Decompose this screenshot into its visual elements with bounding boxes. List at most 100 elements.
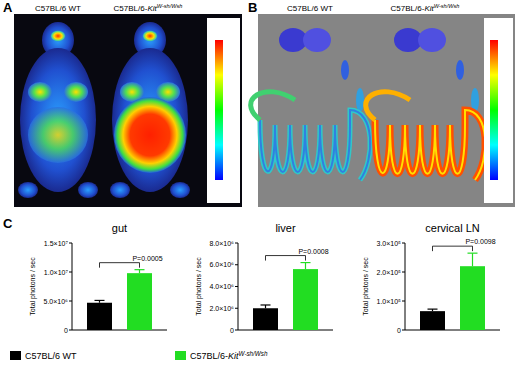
gut xyxy=(260,110,370,180)
text-part: C57BL/6- xyxy=(114,4,148,13)
tick xyxy=(69,301,72,302)
axis-label: Total photons / sec xyxy=(362,257,370,316)
signal-spot xyxy=(114,97,186,173)
chart-title: liver xyxy=(275,222,296,234)
image-panel-a: C57BL/6 WT C57BL/6-KitW-sh/Wsh xyxy=(14,3,242,207)
legend-label: C57BL/6-KitW-sh/Wsh xyxy=(190,350,268,361)
colorbar-box xyxy=(207,18,240,203)
plot-area xyxy=(87,270,152,330)
tick xyxy=(402,301,405,302)
tick-label: 1.0×10⁷ xyxy=(44,269,69,276)
legend: C57BL/6 WT C57BL/6-KitW-sh/Wsh xyxy=(10,350,268,361)
tick xyxy=(69,272,72,273)
error-cap xyxy=(95,300,105,301)
image-caption: C57BL/6 WT xyxy=(35,4,81,13)
image-background xyxy=(14,14,242,207)
error-bar xyxy=(135,270,145,273)
chart-title: gut xyxy=(112,222,127,234)
axis-label: Total photons / sec xyxy=(29,257,37,316)
panel-label: A xyxy=(3,0,13,15)
tick xyxy=(402,243,405,244)
tick xyxy=(235,286,238,287)
gut-core xyxy=(375,110,485,180)
tick-label: 8.0×10⁶ xyxy=(210,240,235,247)
error-bar xyxy=(261,305,271,308)
panel-label: B xyxy=(248,0,257,15)
tick-label: 0 xyxy=(64,327,68,334)
text-part: W-sh/Wsh xyxy=(434,3,460,9)
bar xyxy=(127,273,152,330)
significance-bracket xyxy=(100,263,140,268)
mouse-paw xyxy=(170,182,190,198)
tick-label: 6.0×10⁶ xyxy=(210,261,235,268)
tick-label: 3.0×10⁵ xyxy=(376,240,401,247)
plot-area xyxy=(420,253,485,330)
tick-label: 0 xyxy=(397,327,401,334)
image-caption: C57BL/6 WT xyxy=(287,4,333,13)
organ xyxy=(303,28,331,52)
gut xyxy=(251,92,295,120)
image-caption: C57BL/6-KitW-sh/Wsh xyxy=(114,3,183,13)
tick xyxy=(235,308,238,309)
colorbar-box xyxy=(484,18,513,203)
bar xyxy=(460,266,485,330)
tick xyxy=(402,330,405,331)
mouse-body xyxy=(112,48,188,192)
gut xyxy=(375,110,485,180)
bar xyxy=(293,269,318,330)
colorbar xyxy=(490,40,498,180)
mouse-paw xyxy=(18,182,38,198)
error-cap xyxy=(261,304,271,305)
y-axis xyxy=(72,243,73,330)
axis-label: Total photons / sec xyxy=(195,257,203,316)
organ xyxy=(456,60,464,80)
bar xyxy=(87,303,112,330)
mouse-body xyxy=(20,48,96,192)
tick-label: 2.0×10⁶ xyxy=(210,305,235,312)
tick-label: 1.5×10⁷ xyxy=(44,240,69,247)
mouse-paw xyxy=(78,182,98,198)
bar xyxy=(253,308,278,330)
organ xyxy=(394,28,422,52)
tick xyxy=(235,330,238,331)
plot-area xyxy=(253,263,318,330)
signal-spot xyxy=(50,30,66,42)
text-part: Kit xyxy=(228,351,239,361)
annotation: P=0.0005 xyxy=(132,255,162,262)
text-part: C57BL/6- xyxy=(190,351,228,361)
signal-spot xyxy=(28,82,52,102)
bar xyxy=(420,311,445,330)
chart-title: cervical LN xyxy=(425,222,479,234)
gut xyxy=(366,92,410,120)
signal-spot xyxy=(28,107,88,163)
annotation: P=0.0098 xyxy=(465,238,495,245)
significance-bracket xyxy=(266,256,306,261)
mouse-paw xyxy=(110,182,130,198)
error-bar xyxy=(301,263,311,270)
error-cap xyxy=(135,269,145,270)
image-panel-b: C57BL/6 WTC57BL/6-KitW-sh/Wsh xyxy=(251,3,515,207)
colorbar xyxy=(215,40,223,180)
text-part: W-sh/Wsh xyxy=(239,350,268,357)
text-part: C57BL/6- xyxy=(391,4,425,13)
tick xyxy=(235,243,238,244)
tick xyxy=(235,264,238,265)
tick xyxy=(69,330,72,331)
x-axis xyxy=(405,330,500,331)
error-cap xyxy=(468,253,478,254)
error-line xyxy=(472,253,473,266)
image-background xyxy=(258,14,515,207)
y-axis xyxy=(405,243,406,330)
tick-label: 0 xyxy=(230,327,234,334)
tick-label: 5.0×10⁶ xyxy=(44,298,69,305)
x-axis xyxy=(72,330,167,331)
organ xyxy=(356,88,364,112)
error-bar xyxy=(95,300,105,302)
signal-spot xyxy=(64,82,88,102)
legend-swatch xyxy=(10,351,21,360)
error-cap xyxy=(428,309,438,310)
legend-label: C57BL/6 WT xyxy=(25,351,77,361)
figure: ABCC57BL/6 WTC57BL/6-KitW-sh/WshC57BL/6 … xyxy=(0,0,520,371)
text-part: W-sh/Wsh xyxy=(157,3,183,9)
tick-label: 1.0×10⁵ xyxy=(376,298,401,305)
